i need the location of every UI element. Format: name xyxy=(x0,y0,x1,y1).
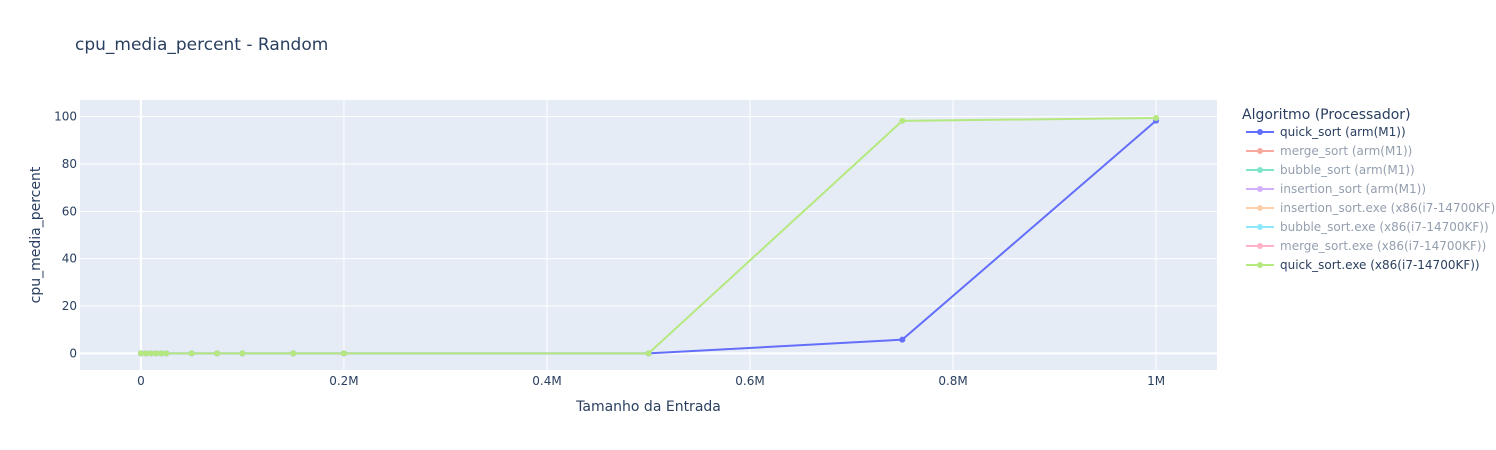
x-tick-label: 0.4M xyxy=(532,374,561,388)
legend-swatch-marker xyxy=(1257,243,1263,249)
y-tick-label: 80 xyxy=(62,157,77,171)
legend-label: insertion_sort (arm(M1)) xyxy=(1280,182,1426,196)
legend-item[interactable]: merge_sort.exe (x86(i7-14700KF)) xyxy=(1246,239,1486,253)
x-axis-title: Tamanho da Entrada xyxy=(575,399,721,415)
y-tick-label: 20 xyxy=(62,299,77,313)
series-7 xyxy=(137,115,1160,357)
legend-item[interactable]: quick_sort.exe (x86(i7-14700KF)) xyxy=(1246,258,1480,272)
legend: Algoritmo (Processador) quick_sort (arm(… xyxy=(1242,107,1496,272)
data-point[interactable] xyxy=(899,117,906,124)
data-point[interactable] xyxy=(290,350,297,357)
data-point[interactable] xyxy=(148,350,155,357)
x-axis-ticks: 0 0.2M 0.4M 0.6M 0.8M 1M xyxy=(137,374,1165,388)
legend-item[interactable]: quick_sort (arm(M1)) xyxy=(1246,125,1406,139)
legend-item[interactable]: merge_sort (arm(M1)) xyxy=(1246,144,1412,158)
legend-item[interactable]: insertion_sort.exe (x86(i7-14700KF)) xyxy=(1246,201,1496,215)
data-point[interactable] xyxy=(214,350,221,357)
x-tick-label: 0 xyxy=(137,374,145,388)
y-tick-label: 60 xyxy=(62,204,77,218)
data-point[interactable] xyxy=(153,350,160,357)
legend-label: bubble_sort (arm(M1)) xyxy=(1280,163,1415,177)
data-point[interactable] xyxy=(1153,115,1160,121)
legend-swatch-marker xyxy=(1257,205,1263,211)
series-layer xyxy=(137,115,1160,357)
legend-title: Algoritmo (Processador) xyxy=(1242,107,1411,123)
legend-label: quick_sort.exe (x86(i7-14700KF)) xyxy=(1280,258,1480,272)
legend-swatch-marker xyxy=(1257,186,1263,192)
legend-item[interactable]: bubble_sort.exe (x86(i7-14700KF)) xyxy=(1246,220,1489,234)
data-point[interactable] xyxy=(137,350,144,357)
legend-label: insertion_sort.exe (x86(i7-14700KF)) xyxy=(1280,201,1496,215)
data-point[interactable] xyxy=(142,350,149,357)
y-axis-title: cpu_media_percent xyxy=(28,166,44,303)
data-point[interactable] xyxy=(188,350,195,357)
data-point[interactable] xyxy=(645,350,652,357)
legend-swatch-marker xyxy=(1257,148,1263,154)
x-tick-label: 1M xyxy=(1147,374,1165,388)
data-point[interactable] xyxy=(340,350,347,357)
legend-label: merge_sort (arm(M1)) xyxy=(1280,144,1412,158)
y-tick-label: 0 xyxy=(69,346,77,360)
y-axis-ticks: 0 20 40 60 80 100 xyxy=(54,110,77,361)
legend-item[interactable]: bubble_sort (arm(M1)) xyxy=(1246,163,1415,177)
data-point[interactable] xyxy=(163,350,170,357)
x-tick-label: 0.2M xyxy=(329,374,358,388)
plot-background[interactable] xyxy=(80,100,1217,370)
legend-swatch-marker xyxy=(1257,129,1263,135)
y-tick-label: 100 xyxy=(54,110,77,124)
legend-label: bubble_sort.exe (x86(i7-14700KF)) xyxy=(1280,220,1489,234)
data-point[interactable] xyxy=(239,350,246,357)
legend-swatch-marker xyxy=(1257,167,1263,173)
legend-label: quick_sort (arm(M1)) xyxy=(1280,125,1406,139)
legend-label: merge_sort.exe (x86(i7-14700KF)) xyxy=(1280,239,1486,253)
x-tick-label: 0.8M xyxy=(938,374,967,388)
chart-title: cpu_media_percent - Random xyxy=(75,35,328,55)
data-point[interactable] xyxy=(899,336,906,343)
legend-items: quick_sort (arm(M1)) merge_sort (arm(M1))… xyxy=(1246,125,1496,272)
x-tick-label: 0.6M xyxy=(735,374,764,388)
data-point[interactable] xyxy=(158,350,165,357)
y-tick-label: 40 xyxy=(62,252,77,266)
legend-swatch-marker xyxy=(1257,224,1263,230)
legend-swatch-marker xyxy=(1257,262,1263,268)
legend-item[interactable]: insertion_sort (arm(M1)) xyxy=(1246,182,1426,196)
